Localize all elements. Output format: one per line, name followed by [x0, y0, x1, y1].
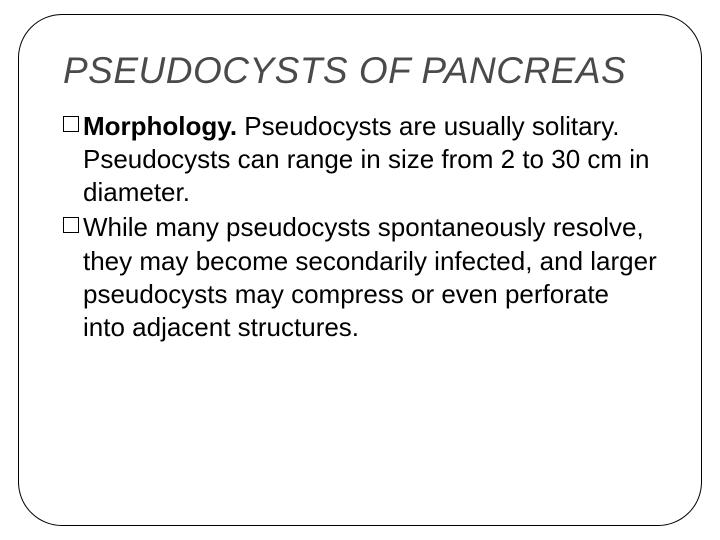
bullet-text: Morphology. Pseudocysts are usually soli… [83, 110, 657, 210]
slide: PSEUDOCYSTS OF PANCREAS Morphology. Pseu… [0, 0, 720, 540]
bullet-rest: While many pseudocysts spontaneously res… [83, 212, 657, 342]
bullet-item: Morphology. Pseudocysts are usually soli… [63, 110, 657, 210]
bullet-item: While many pseudocysts spontaneously res… [63, 211, 657, 344]
slide-title: PSEUDOCYSTS OF PANCREAS [63, 51, 657, 92]
square-bullet-icon [63, 217, 79, 233]
bullet-bold-lead: Morphology. [83, 111, 237, 141]
slide-body: Morphology. Pseudocysts are usually soli… [63, 110, 657, 345]
square-bullet-icon [63, 116, 79, 132]
slide-frame: PSEUDOCYSTS OF PANCREAS Morphology. Pseu… [18, 14, 702, 526]
bullet-text: While many pseudocysts spontaneously res… [83, 211, 657, 344]
